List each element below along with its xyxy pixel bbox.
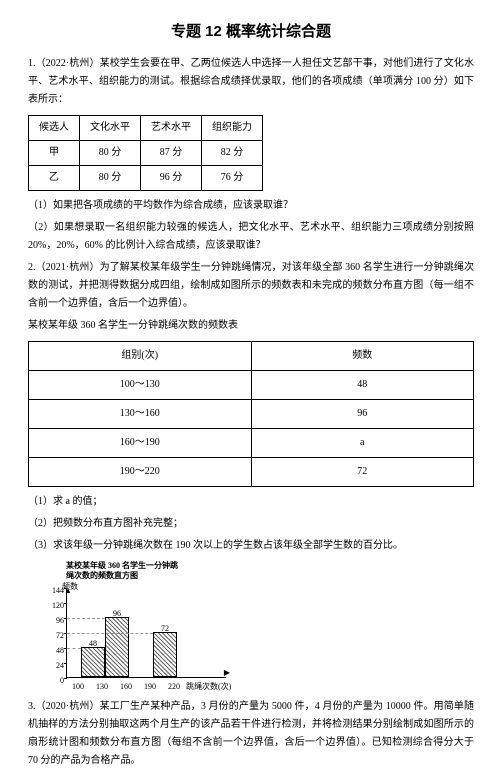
y-tick xyxy=(64,678,67,679)
q2-frequency-table: 组别(次) 频数 100～130 48 130～160 96 160～190 a… xyxy=(28,341,474,487)
cell: 87 分 xyxy=(141,141,202,166)
table-row: 160～190 a xyxy=(29,429,474,458)
y-tick xyxy=(64,588,67,589)
x-tick-label: 100 xyxy=(72,680,84,694)
histogram-bar: 48 xyxy=(81,647,105,677)
guide-line xyxy=(67,618,105,619)
x-tick-label: 130 xyxy=(96,680,108,694)
cell: 190～220 xyxy=(29,458,252,487)
x-tick-label: 160 xyxy=(120,680,132,694)
x-tick-label: 190 xyxy=(144,680,156,694)
q3-intro: 3.（2020·杭州）某工厂生产某种产品，3 月份的产量为 5000 件，4 月… xyxy=(28,698,474,770)
cell: 80 分 xyxy=(80,166,141,191)
chart-plot-area: ▲ ▶ 489672 xyxy=(66,588,226,678)
table-row: 190～220 72 xyxy=(29,458,474,487)
cell: 100～130 xyxy=(29,371,252,400)
y-tick-label: 48 xyxy=(48,644,64,658)
y-tick-label: 72 xyxy=(48,629,64,643)
q2-sub3: （3）求该年级一分钟跳绳次数在 190 次以上的学生数占该年级全部学生数的百分比… xyxy=(28,537,474,555)
cell: 48 xyxy=(251,371,474,400)
header-cell: 候选人 xyxy=(29,116,80,141)
cell: 82 分 xyxy=(202,141,263,166)
header-cell: 艺术水平 xyxy=(141,116,202,141)
bar-value-label: 48 xyxy=(82,637,104,651)
header-cell: 频数 xyxy=(251,342,474,371)
y-tick-label: 120 xyxy=(48,599,64,613)
header-cell: 文化水平 xyxy=(80,116,141,141)
cell: 乙 xyxy=(29,166,80,191)
x-arrow-icon: ▶ xyxy=(224,666,230,680)
chart-title-line1: 某校某年级 360 名学生一分钟跳 xyxy=(66,561,178,570)
y-tick xyxy=(64,603,67,604)
chart-title-line2: 绳次数的频数直方图 xyxy=(66,571,138,580)
y-tick xyxy=(64,663,67,664)
table-row: 100～130 48 xyxy=(29,371,474,400)
q1-intro: 1.（2022·杭州）某校学生会要在甲、乙两位候选人中选择一人担任文艺部干事，对… xyxy=(28,55,474,109)
q2-table-title: 某校某年级 360 名学生一分钟跳绳次数的频数表 xyxy=(28,317,474,335)
cell: 甲 xyxy=(29,141,80,166)
y-tick-label: 0 xyxy=(48,674,64,688)
histogram-bar: 72 xyxy=(153,632,177,677)
y-tick-label: 144 xyxy=(48,584,64,598)
table-header-row: 组别(次) 频数 xyxy=(29,342,474,371)
cell: 96 分 xyxy=(141,166,202,191)
x-tick-label: 220 xyxy=(168,680,180,694)
cell: 72 xyxy=(251,458,474,487)
table-row: 130～160 96 xyxy=(29,400,474,429)
q1-score-table: 候选人 文化水平 艺术水平 组织能力 甲 80 分 87 分 82 分 乙 80… xyxy=(28,115,263,191)
cell: 76 分 xyxy=(202,166,263,191)
cell: 160～190 xyxy=(29,429,252,458)
y-tick-label: 24 xyxy=(48,659,64,673)
cell: 96 xyxy=(251,400,474,429)
cell: 80 分 xyxy=(80,141,141,166)
q2-sub2: （2）把频数分布直方图补充完整； xyxy=(28,515,474,533)
cell: a xyxy=(251,429,474,458)
x-axis-label: 跳绳次数(次) xyxy=(186,680,231,704)
table-row: 甲 80 分 87 分 82 分 xyxy=(29,141,263,166)
bar-value-label: 96 xyxy=(106,607,128,621)
cell: 130～160 xyxy=(29,400,252,429)
bar-value-label: 72 xyxy=(154,622,176,636)
q1-sub1: （1）如果把各项成绩的平均数作为综合成绩，应该录取谁？ xyxy=(28,197,474,215)
histogram-bar: 96 xyxy=(105,617,129,677)
table-row: 乙 80 分 96 分 76 分 xyxy=(29,166,263,191)
y-tick-label: 96 xyxy=(48,614,64,628)
page-title: 专题 12 概率统计综合题 xyxy=(28,18,474,45)
header-cell: 组织能力 xyxy=(202,116,263,141)
guide-line xyxy=(67,648,81,649)
guide-line xyxy=(67,633,153,634)
q1-sub2: （2）如果想录取一名组织能力较强的候选人，把文化水平、艺术水平、组织能力三项成绩… xyxy=(28,219,474,255)
header-cell: 组别(次) xyxy=(29,342,252,371)
q2-intro: 2.（2021·杭州）为了解某校某年级学生一分钟跳绳情况，对该年级全部 360 … xyxy=(28,259,474,313)
y-arrow-icon: ▲ xyxy=(64,584,72,598)
q2-histogram: 某校某年级 360 名学生一分钟跳 绳次数的频数直方图 频数 ▲ ▶ 48967… xyxy=(66,561,474,692)
table-header-row: 候选人 文化水平 艺术水平 组织能力 xyxy=(29,116,263,141)
q2-sub1: （1）求 a 的值； xyxy=(28,493,474,511)
